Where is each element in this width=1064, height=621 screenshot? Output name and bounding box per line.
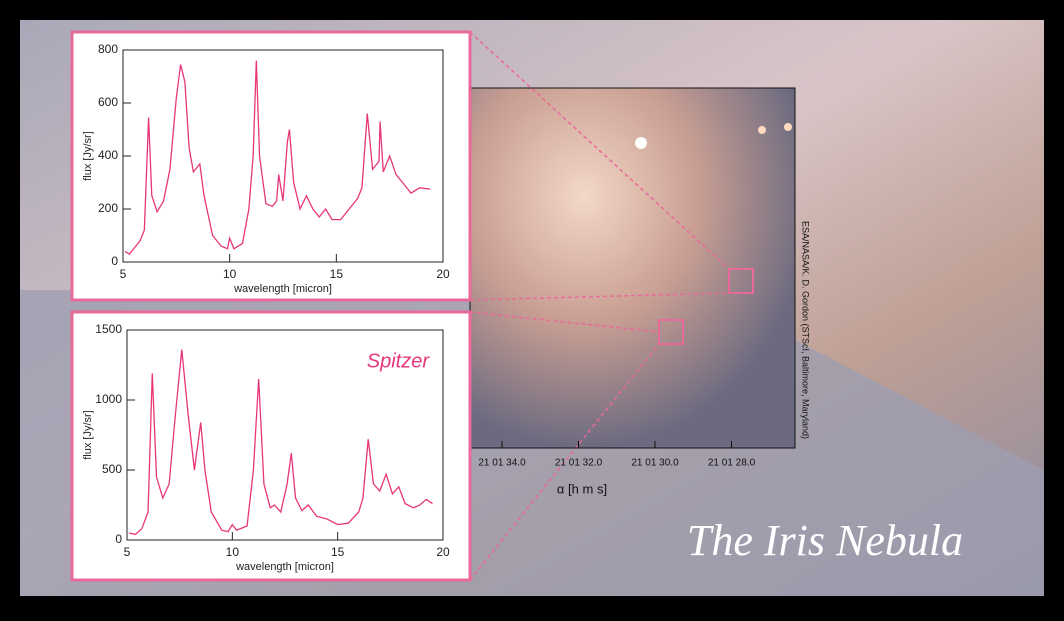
image-axis: 21 01 34.0 21 01 32.0 21 01 30.0 21 01 28.0 — [470, 441, 795, 469]
x-tick-label: 10 — [226, 545, 240, 559]
y-tick-label: 500 — [102, 462, 122, 476]
image-tick-label: 21 01 28.0 — [708, 458, 756, 469]
x-tick-label: 20 — [436, 545, 450, 559]
x-tick-label: 10 — [223, 267, 237, 281]
y-axis-label: flux [Jy/sr] — [82, 131, 94, 181]
star — [758, 126, 766, 134]
y-tick-label: 200 — [98, 201, 118, 215]
x-tick-label: 15 — [330, 267, 344, 281]
spectrum-line — [124, 60, 431, 255]
spectrum-line — [128, 349, 433, 536]
y-tick-label: 0 — [115, 532, 122, 546]
region-box — [728, 268, 754, 294]
chart-panel — [70, 310, 472, 582]
plot-frame — [126, 329, 444, 541]
image-tick-label: 21 01 32.0 — [555, 458, 603, 469]
title: The Iris Nebula — [687, 516, 963, 565]
x-axis-label: wavelength [micron] — [235, 561, 334, 573]
x-axis-label: wavelength [micron] — [233, 283, 332, 295]
x-tick-label: 20 — [436, 267, 450, 281]
image-tick-label: 21 01 34.0 — [478, 458, 526, 469]
star — [635, 137, 647, 149]
image-tick-label: 21 01 30.0 — [631, 458, 679, 469]
y-tick-label: 600 — [98, 95, 118, 109]
y-tick-label: 0 — [111, 254, 118, 268]
x-tick-label: 5 — [124, 545, 131, 559]
connectors — [469, 31, 730, 581]
annotation: Spitzer — [367, 350, 431, 372]
credit: ESA/NASA/K. D. Gordon (STScI, Baltimore,… — [801, 221, 811, 439]
x-tick-label: 15 — [331, 545, 345, 559]
y-axis-label: flux [Jy/sr] — [82, 410, 94, 460]
x-tick-label: 5 — [120, 267, 127, 281]
chart-panel — [70, 30, 472, 302]
y-tick-label: 1500 — [95, 322, 122, 336]
image-x-label: α [h m s] — [557, 481, 607, 496]
y-tick-label: 400 — [98, 148, 118, 162]
y-tick-label: 1000 — [95, 392, 122, 406]
y-tick-label: 800 — [98, 42, 118, 56]
star — [784, 123, 792, 131]
